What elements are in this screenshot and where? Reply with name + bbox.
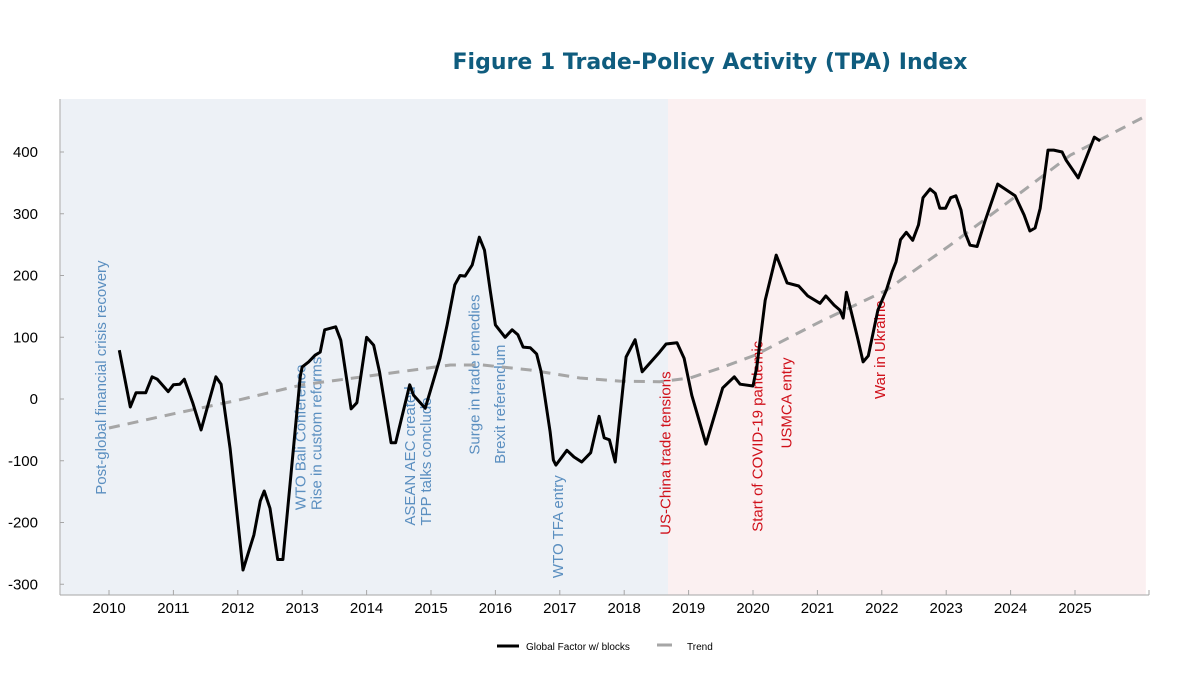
- x-tick-label: 2018: [608, 600, 641, 617]
- y-tick-label: 300: [13, 206, 38, 223]
- legend-label-trend: Trend: [687, 642, 713, 653]
- annotation-label: USMCA entry: [779, 357, 796, 448]
- chart-title: Figure 1 Trade-Policy Activity (TPA) Ind…: [452, 50, 968, 75]
- annotation-label: Rise in custom reforms: [309, 357, 326, 510]
- background-regions: [60, 99, 1146, 595]
- y-tick-label: 0: [30, 391, 38, 408]
- series: [108, 116, 1143, 572]
- x-tick-label: 2013: [286, 600, 319, 617]
- x-tick-label: 2025: [1058, 600, 1091, 617]
- x-tick-label: 2023: [930, 600, 963, 617]
- axes: 400 300 200 100 0 -100 -200 -300 2010 2011 2012 201…: [8, 99, 1150, 617]
- x-tick-label: 2017: [543, 600, 576, 617]
- x-tick-label: 2016: [479, 600, 512, 617]
- y-tick-label: 200: [13, 268, 38, 285]
- legend-label-global-factor: Global Factor w/ blocks: [526, 642, 630, 653]
- x-tick-label: 2011: [157, 600, 189, 617]
- annotation-label: Surge in trade remedies: [466, 294, 483, 454]
- x-tick-label: 2015: [414, 600, 447, 617]
- annotation-label: Post-global financial crisis recovery: [93, 260, 110, 495]
- annotation-label: ASEAN AEC created: [402, 386, 419, 525]
- x-tick-label: 2021: [801, 600, 834, 617]
- trend-line: [108, 116, 1143, 430]
- y-tick-label: -200: [8, 515, 38, 532]
- x-tick-label: 2020: [736, 600, 769, 617]
- annotation-label: War in Ukraine: [872, 300, 889, 399]
- annotation-label: US-China trade tensions: [658, 371, 675, 534]
- annotation-label: Brexit referendum: [492, 345, 509, 464]
- x-tick-label: 2012: [221, 600, 254, 617]
- y-tick-label: 400: [13, 144, 38, 161]
- global-factor-line: [117, 135, 1101, 572]
- annotation-label: WTO TFA entry: [550, 475, 567, 578]
- x-tick-label: 2022: [865, 600, 898, 617]
- annotation-label: Start of COVID-19 pandemic: [750, 340, 767, 531]
- y-tick-label: 100: [13, 329, 38, 346]
- annotation-label: TPP talks conclude: [418, 397, 435, 525]
- y-tick-label: -300: [8, 576, 38, 593]
- x-tick-label: 2024: [994, 600, 1027, 617]
- x-tick-label: 2010: [92, 600, 125, 617]
- x-tick-label: 2019: [672, 600, 705, 617]
- legend: Global Factor w/ blocks Trend: [497, 642, 713, 653]
- y-tick-label: -100: [8, 453, 38, 470]
- x-tick-label: 2014: [350, 600, 383, 617]
- region-era-after: [667, 99, 1146, 595]
